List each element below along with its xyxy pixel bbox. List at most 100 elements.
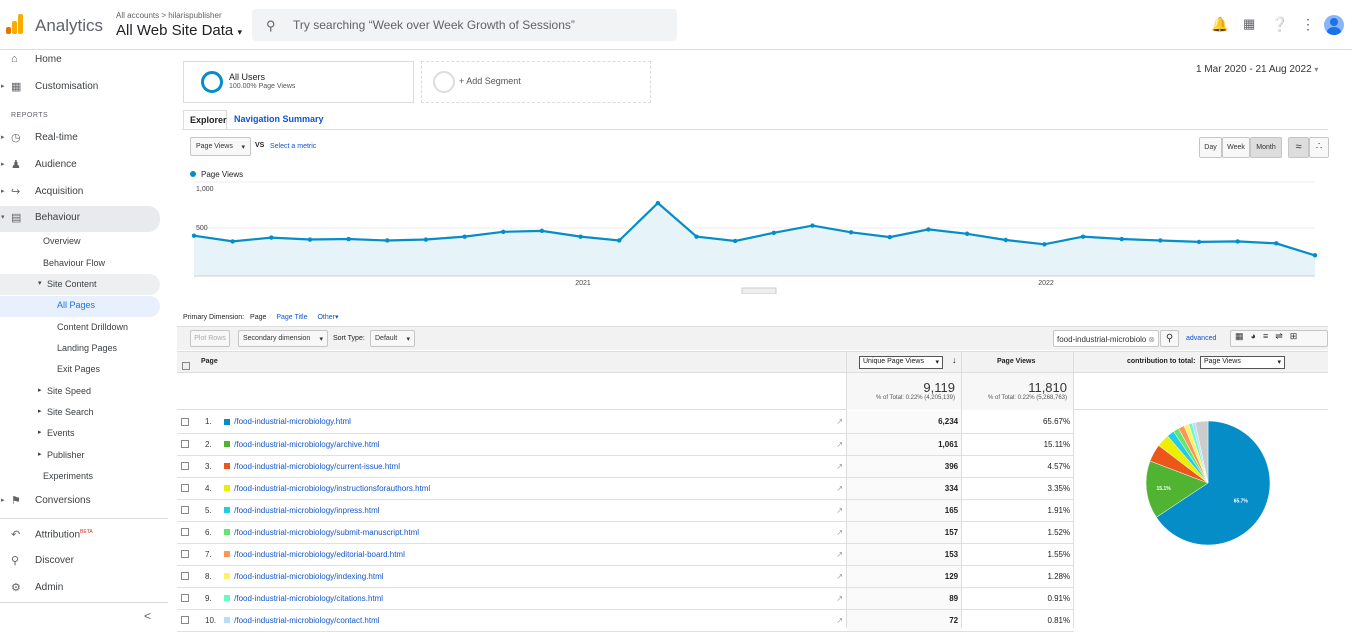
- sidebar-item-admin[interactable]: ⚙ Admin: [11, 582, 64, 594]
- table-row[interactable]: 2. /food-industrial-microbiology/archive.…: [177, 433, 1075, 456]
- row-checkbox[interactable]: [181, 528, 189, 537]
- external-link-icon[interactable]: ↗: [836, 461, 844, 471]
- metric-select[interactable]: Page Views ▾: [190, 137, 251, 156]
- external-link-icon[interactable]: ↗: [836, 527, 844, 537]
- dimension-page[interactable]: Page: [250, 314, 267, 321]
- comparison-view-icon[interactable]: ⇌: [1275, 331, 1290, 341]
- page-link[interactable]: /food-industrial-microbiology/instructio…: [234, 483, 431, 493]
- row-checkbox[interactable]: [181, 462, 189, 471]
- account-avatar[interactable]: [1324, 15, 1344, 35]
- tab-explorer[interactable]: Explorer: [183, 110, 227, 130]
- sidebar-item-experiments[interactable]: Experiments: [43, 471, 94, 481]
- external-link-icon[interactable]: ↗: [836, 615, 844, 625]
- sidebar-item-home[interactable]: ⌂ Home: [11, 53, 62, 65]
- sidebar-item-realtime[interactable]: ▸ ◷ Real-time: [1, 132, 78, 144]
- plot-rows-button[interactable]: Plot Rows: [190, 330, 230, 347]
- select-all-checkbox[interactable]: [182, 357, 190, 375]
- advanced-filter-link[interactable]: advanced: [1186, 335, 1217, 342]
- row-checkbox[interactable]: [181, 484, 189, 493]
- pie-slice[interactable]: [1194, 420, 1209, 484]
- page-link[interactable]: /food-industrial-microbiology/archive.ht…: [234, 439, 380, 449]
- tab-navigation-summary[interactable]: Navigation Summary: [234, 114, 324, 124]
- day-button[interactable]: Day: [1199, 137, 1222, 158]
- sidebar-item-site-content[interactable]: ▾ Site Content: [38, 279, 97, 289]
- view-selector[interactable]: All Web Site Data ▾: [116, 22, 242, 39]
- table-row[interactable]: 5. /food-industrial-microbiology/inpress.…: [177, 499, 1075, 522]
- unique-page-views-column-select[interactable]: Unique Page Views ▾: [859, 356, 943, 369]
- sidebar-item-exit-pages[interactable]: Exit Pages: [57, 364, 101, 374]
- sidebar-item-landing-pages[interactable]: Landing Pages: [57, 343, 118, 353]
- sidebar-item-overview[interactable]: Overview: [43, 236, 81, 246]
- analytics-logo-icon[interactable]: [6, 14, 24, 34]
- sidebar-item-audience[interactable]: ▸ ♟ Audience: [1, 159, 77, 171]
- collapse-sidebar-button[interactable]: <: [144, 609, 152, 623]
- row-checkbox[interactable]: [181, 572, 189, 581]
- contribution-metric-select[interactable]: Page Views ▾: [1200, 356, 1285, 369]
- sidebar-item-behaviour[interactable]: ▾ ▤ Behaviour: [1, 212, 81, 224]
- bell-icon[interactable]: 🔔: [1211, 16, 1229, 32]
- external-link-icon[interactable]: ↗: [836, 483, 844, 493]
- pie-slice[interactable]: [1145, 460, 1209, 518]
- filter-input[interactable]: food-industrial-microbiolo ⊗: [1053, 330, 1159, 347]
- sort-type-select[interactable]: Default ▾: [370, 330, 415, 347]
- sidebar-item-customisation[interactable]: ▸ ▦ Customisation: [1, 81, 99, 93]
- page-link[interactable]: /food-industrial-microbiology.html: [234, 417, 351, 427]
- table-view-icon[interactable]: ▦: [1235, 331, 1251, 341]
- performance-view-icon[interactable]: ≡: [1262, 331, 1276, 341]
- table-row[interactable]: 8. /food-industrial-microbiology/indexing…: [177, 565, 1075, 588]
- apps-icon[interactable]: ▦: [1243, 16, 1256, 31]
- row-checkbox[interactable]: [181, 550, 189, 559]
- sidebar-item-attribution[interactable]: ↶ AttributionBETA: [11, 529, 93, 541]
- table-row[interactable]: 1. /food-industrial-microbiology.html ↗ 6,2…: [177, 411, 1075, 434]
- sidebar-item-discover[interactable]: ⚲ Discover: [11, 555, 74, 567]
- table-view-switcher[interactable]: ▦◕≡⇌⊞: [1230, 330, 1328, 347]
- sidebar-item-events[interactable]: ▸ Events: [38, 428, 75, 438]
- table-row[interactable]: 9. /food-industrial-microbiology/citation…: [177, 587, 1075, 610]
- select-metric-link[interactable]: Select a metric: [270, 143, 317, 150]
- row-checkbox[interactable]: [181, 440, 189, 449]
- page-link[interactable]: /food-industrial-microbiology/current-is…: [234, 461, 400, 471]
- date-range-picker[interactable]: 1 Mar 2020 - 21 Aug 2022 ▾: [1196, 64, 1318, 75]
- sidebar-item-acquisition[interactable]: ▸ ↪ Acquisition: [1, 186, 84, 198]
- external-link-icon[interactable]: ↗: [836, 505, 844, 515]
- external-link-icon[interactable]: ↗: [836, 571, 844, 581]
- row-checkbox[interactable]: [181, 418, 189, 427]
- column-page[interactable]: Page: [201, 358, 218, 365]
- account-path[interactable]: All accounts > hilarispublisher: [116, 11, 222, 20]
- page-link[interactable]: /food-industrial-microbiology/editorial-…: [234, 549, 405, 559]
- table-row[interactable]: 10./food-industrial-microbiology/contact…: [177, 609, 1075, 632]
- dimension-page-title[interactable]: Page Title: [276, 314, 308, 321]
- table-row[interactable]: 7. /food-industrial-microbiology/editoria…: [177, 543, 1075, 566]
- external-link-icon[interactable]: ↗: [836, 549, 844, 559]
- column-page-views[interactable]: Page Views: [997, 358, 1036, 365]
- motion-chart-icon[interactable]: ∴: [1309, 137, 1329, 158]
- sidebar-item-all-pages[interactable]: All Pages: [57, 300, 96, 310]
- sidebar-item-conversions[interactable]: ▸ ⚑ Conversions: [1, 495, 91, 507]
- sidebar-item-publisher[interactable]: ▸ Publisher: [38, 450, 85, 460]
- sidebar-item-site-speed[interactable]: ▸ Site Speed: [38, 386, 92, 396]
- table-row[interactable]: 4. /food-industrial-microbiology/instruct…: [177, 477, 1075, 500]
- secondary-dimension-select[interactable]: Secondary dimension ▾: [238, 330, 328, 347]
- more-icon[interactable]: ⋮: [1301, 16, 1315, 32]
- sort-desc-icon[interactable]: ↓: [952, 355, 957, 365]
- pie-slice[interactable]: [1156, 420, 1271, 546]
- dimension-other[interactable]: Other▾: [317, 314, 339, 321]
- search-box[interactable]: ⚲ Try searching “Week over Week Growth o…: [252, 9, 677, 41]
- external-link-icon[interactable]: ↗: [836, 417, 844, 427]
- page-link[interactable]: /food-industrial-microbiology/submit-man…: [234, 527, 420, 537]
- search-icon[interactable]: ⚲: [1160, 330, 1179, 347]
- sidebar-item-content-drilldown[interactable]: Content Drilldown: [57, 322, 129, 332]
- page-link[interactable]: /food-industrial-microbiology/contact.ht…: [234, 615, 380, 625]
- help-icon[interactable]: ❔: [1271, 16, 1289, 32]
- clear-icon[interactable]: ⊗: [1148, 335, 1155, 344]
- table-row[interactable]: 6. /food-industrial-microbiology/submit-m…: [177, 521, 1075, 544]
- table-row[interactable]: 3. /food-industrial-microbiology/current-…: [177, 455, 1075, 478]
- external-link-icon[interactable]: ↗: [836, 439, 844, 449]
- external-link-icon[interactable]: ↗: [836, 593, 844, 603]
- sidebar-item-behaviour-flow[interactable]: Behaviour Flow: [43, 258, 106, 268]
- month-button[interactable]: Month: [1250, 137, 1282, 158]
- page-link[interactable]: /food-industrial-microbiology/citations.…: [234, 593, 384, 603]
- row-checkbox[interactable]: [181, 506, 189, 515]
- row-checkbox[interactable]: [181, 616, 189, 625]
- week-button[interactable]: Week: [1222, 137, 1250, 158]
